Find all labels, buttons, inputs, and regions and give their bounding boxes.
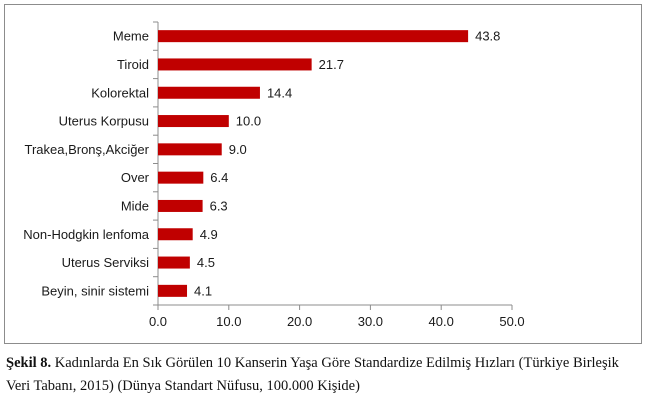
value-label: 14.4 — [267, 85, 292, 100]
bar — [158, 30, 469, 43]
value-label: 6.3 — [210, 198, 228, 213]
category-label: Kolorektal — [91, 85, 149, 100]
bar-chart: 0.0 10.0 20.0 30.0 40.0 50.0 Meme 43.8 Tiroid 21.… — [23, 21, 525, 329]
category-label: Uterus Serviksi — [62, 255, 150, 270]
value-label: 10.0 — [236, 114, 261, 129]
x-tick-label: 40.0 — [429, 314, 454, 329]
category-label: Non-Hodgkin lenfoma — [23, 227, 150, 242]
chart-frame: 0.0 10.0 20.0 30.0 40.0 50.0 Meme 43.8 Tiroid 21.… — [4, 4, 642, 344]
category-label: Mide — [121, 198, 149, 213]
x-tick-label: 20.0 — [287, 314, 312, 329]
caption-text: Kadınlarda En Sık Görülen 10 Kanserin Ya… — [6, 355, 619, 394]
value-label: 21.7 — [319, 57, 344, 72]
bar — [158, 199, 203, 212]
category-label: Uterus Korpusu — [59, 114, 149, 129]
category-label: Over — [121, 170, 150, 185]
caption-label: Şekil 8. — [6, 355, 52, 371]
value-label: 9.0 — [229, 142, 247, 157]
figure-caption: Şekil 8. Kadınlarda En Sık Görülen 10 Ka… — [6, 352, 644, 398]
category-label: Beyin, sinir sistemi — [41, 283, 149, 298]
value-label: 4.5 — [197, 255, 215, 270]
value-label: 6.4 — [210, 170, 228, 185]
bar — [158, 58, 312, 71]
bar — [158, 86, 260, 99]
category-label: Trakea,Bronş,Akciğer — [24, 142, 149, 157]
x-tick-label: 0.0 — [149, 314, 167, 329]
x-tick-label: 50.0 — [499, 314, 524, 329]
x-tick-label: 10.0 — [216, 314, 241, 329]
value-label: 43.8 — [475, 29, 500, 44]
value-label: 4.1 — [194, 283, 212, 298]
bar — [158, 171, 204, 184]
value-label: 4.9 — [200, 227, 218, 242]
category-label: Tiroid — [117, 57, 149, 72]
bar — [158, 143, 222, 156]
bar — [158, 284, 188, 297]
bar — [158, 115, 229, 128]
x-tick-label: 30.0 — [358, 314, 383, 329]
bar — [158, 228, 193, 241]
category-label: Meme — [113, 29, 149, 44]
bar — [158, 256, 190, 269]
